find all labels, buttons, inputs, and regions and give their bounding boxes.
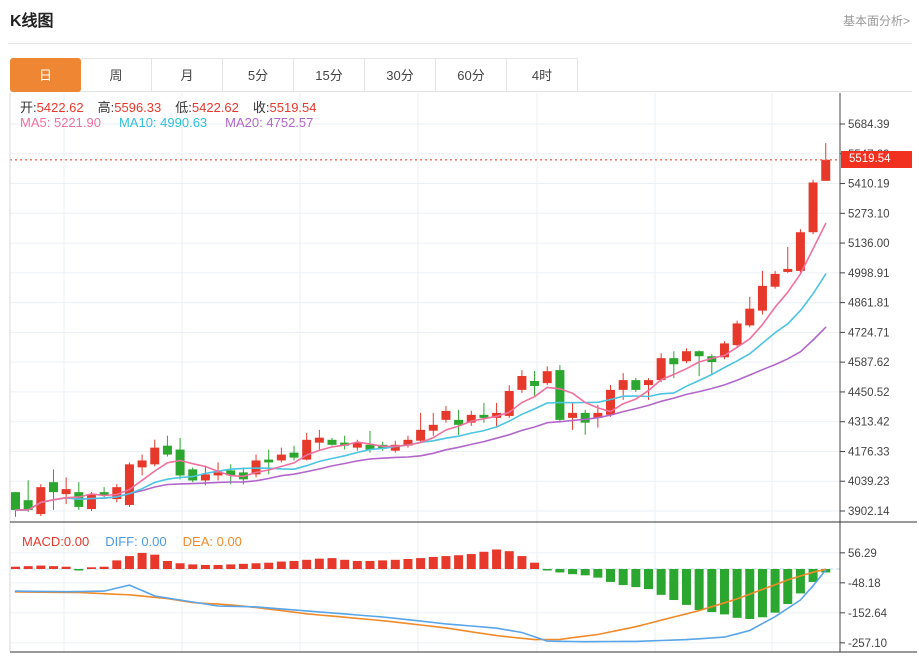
open-label: 开: — [20, 100, 37, 115]
ohlc-readout: 开:5422.62 高:5596.33 低:5422.62 收:5519.54 — [20, 97, 331, 116]
tab-5分[interactable]: 5分 — [223, 58, 294, 92]
ma10-readout: MA10: 4990.63 — [118, 115, 208, 130]
macd-axis-labels: 56.29 -48.18 -152.64 -257.10 — [840, 548, 888, 650]
svg-text:56.29: 56.29 — [848, 548, 877, 560]
tab-15分[interactable]: 15分 — [294, 58, 365, 92]
svg-text:5684.39: 5684.39 — [848, 119, 890, 131]
ma5-readout: MA5: 5221.90 — [20, 115, 101, 130]
svg-text:3902.14: 3902.14 — [848, 506, 890, 518]
ma-readout: MA5: 5221.90 MA10: 4990.63 MA20: 4752.57 — [20, 115, 313, 130]
dea-value: DEA: 0.00 — [182, 534, 242, 549]
svg-text:4724.71: 4724.71 — [848, 327, 890, 339]
macd-value: MACD:0.00 — [22, 534, 90, 549]
svg-text:4313.42: 4313.42 — [848, 417, 890, 429]
tab-日[interactable]: 日 — [10, 58, 81, 92]
chart-frame — [9, 93, 917, 653]
low-value: 5422.62 — [191, 100, 239, 115]
svg-text:4450.52: 4450.52 — [848, 387, 890, 399]
ma20-readout: MA20: 4752.57 — [225, 115, 314, 130]
ma5-line — [14, 222, 827, 511]
header-divider — [8, 43, 912, 44]
tab-30分[interactable]: 30分 — [365, 58, 436, 92]
macd-readout: MACD:0.00 DIFF: 0.00 DEA: 0.00 — [22, 534, 242, 549]
svg-text:4861.81: 4861.81 — [848, 298, 890, 310]
open-value: 5422.62 — [36, 100, 84, 115]
svg-text:4176.33: 4176.33 — [848, 446, 890, 458]
close-label: 收: — [252, 100, 270, 115]
tab-周[interactable]: 周 — [81, 58, 152, 92]
svg-text:4039.23: 4039.23 — [848, 476, 890, 488]
high-value: 5596.33 — [114, 100, 162, 115]
diff-value: DIFF: 0.00 — [105, 534, 167, 549]
tab-月[interactable]: 月 — [152, 58, 223, 92]
page-title: K线图 — [10, 13, 54, 30]
svg-text:-257.10: -257.10 — [848, 638, 887, 650]
tab-4时[interactable]: 4时 — [507, 58, 578, 92]
fundamental-analysis-link[interactable]: 基本面分析> — [842, 14, 910, 28]
svg-text:5410.19: 5410.19 — [848, 179, 890, 191]
svg-text:-152.64: -152.64 — [848, 608, 888, 620]
price-axis-labels: 5684.395547.295410.195273.105136.004998.… — [840, 119, 890, 518]
dea-line — [14, 568, 827, 641]
svg-text:5136.00: 5136.00 — [848, 238, 890, 250]
candlestick-series — [11, 143, 831, 517]
high-label: 高: — [97, 100, 115, 115]
close-value: 5519.54 — [269, 100, 317, 115]
tab-60分[interactable]: 60分 — [436, 58, 507, 92]
svg-text:5273.10: 5273.10 — [848, 208, 890, 220]
current-price-badge: 5519.54 — [841, 151, 912, 168]
diff-line — [14, 569, 827, 643]
svg-text:4998.91: 4998.91 — [848, 268, 890, 280]
period-tabbar: 日周月 5分 15分 30分 60分 4时 — [10, 58, 912, 92]
svg-text:4587.62: 4587.62 — [848, 357, 890, 369]
low-label: 低: — [175, 100, 192, 115]
ma20-line — [14, 326, 827, 511]
svg-text:-48.18: -48.18 — [848, 578, 881, 590]
